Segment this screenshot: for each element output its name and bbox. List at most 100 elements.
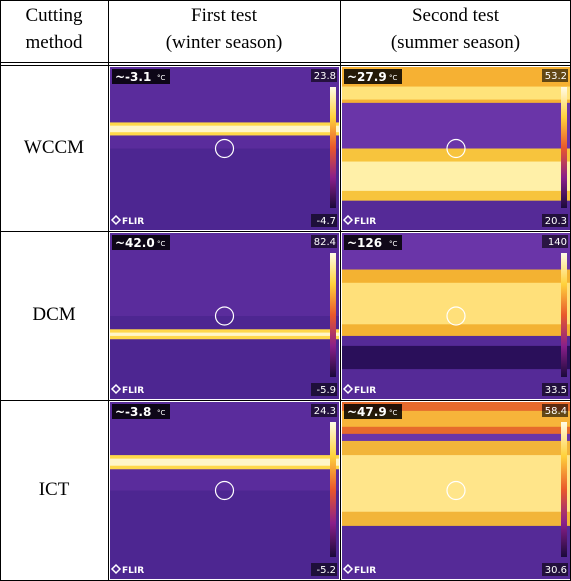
min-box	[542, 563, 568, 576]
min-value: 30.6	[545, 565, 567, 576]
crosshair	[214, 480, 235, 501]
shade	[110, 490, 339, 579]
thermal-image: ~42.0 °C 82.4 -5.9 FLIR	[110, 233, 339, 399]
logo: FLIR	[354, 566, 376, 576]
crosshair	[446, 306, 466, 326]
spot-value: ~42.0	[115, 236, 155, 250]
header-cell: First test (winter season)	[108, 2, 340, 56]
logo: FLIR	[122, 566, 144, 576]
rule	[0, 62, 571, 63]
crosshair	[446, 480, 466, 501]
logo: FLIR	[122, 217, 144, 227]
method-label: WCCM	[23, 136, 85, 158]
logo: FLIR	[354, 386, 376, 396]
colorbar	[561, 422, 567, 557]
method-label: ICT	[38, 478, 70, 500]
rule	[0, 0, 1, 581]
colorbar	[330, 422, 336, 557]
header-line: First test	[191, 5, 257, 26]
thermal-image: ~-3.8 °C 24.3 -5.2 FLIR	[110, 402, 339, 579]
min-value: -5.2	[316, 565, 336, 576]
spot-value: ~-3.1	[115, 70, 151, 84]
min-value: -4.7	[316, 216, 336, 227]
max-box	[542, 235, 568, 248]
spot-value: ~27.9	[347, 70, 387, 84]
spot-value: ~47.9	[347, 405, 387, 419]
spot-value: ~-3.8	[115, 405, 151, 419]
thermal-image: ~-3.1 °C 23.8 -4.7 FLIR	[110, 67, 339, 230]
logo-icon	[342, 214, 354, 226]
max-box	[311, 69, 337, 82]
crosshair	[446, 138, 466, 159]
thermal-image: ~27.9 °C 53.2 20.3 FLIR	[342, 67, 570, 230]
colorbar	[561, 87, 567, 208]
spot-unit: °C	[389, 74, 398, 82]
min-box	[542, 214, 568, 227]
rule	[340, 0, 341, 581]
hot-band	[110, 332, 339, 336]
spot-unit: °C	[389, 240, 398, 248]
spot-box	[112, 69, 170, 84]
logo-icon	[110, 563, 122, 575]
spot-box	[344, 404, 402, 419]
shade	[110, 316, 339, 399]
colorbar	[330, 87, 336, 208]
spot-box	[112, 235, 170, 250]
thermal-image: ~126 °C 140 33.5 FLIR	[342, 233, 570, 399]
spot-box	[344, 235, 402, 250]
method-label: DCM	[32, 304, 76, 325]
max-box	[311, 404, 337, 417]
header-line: Cutting	[25, 5, 83, 26]
hot-band	[342, 455, 570, 512]
crosshair	[214, 306, 235, 326]
header-cell: Second test (summer season)	[340, 2, 571, 56]
hot-band	[342, 86, 570, 100]
max-value: 82.4	[314, 237, 336, 248]
max-value: 140	[548, 237, 567, 248]
spot-unit: °C	[157, 74, 166, 82]
spot-unit: °C	[157, 240, 166, 248]
crosshair	[214, 138, 235, 159]
max-value: 23.8	[314, 71, 336, 82]
min-box	[311, 383, 337, 396]
min-box	[311, 214, 337, 227]
min-value: 33.5	[545, 385, 567, 396]
hot-band	[110, 458, 339, 466]
min-value: 20.3	[545, 216, 567, 227]
logo: FLIR	[354, 217, 376, 227]
logo-icon	[110, 214, 122, 226]
max-box	[311, 235, 337, 248]
hot-band	[342, 161, 570, 191]
thermal-image: ~47.9 °C 58.4 30.6 FLIR	[342, 402, 570, 579]
spot-box	[112, 404, 170, 419]
rule	[108, 0, 109, 581]
spot-box	[344, 69, 402, 84]
colorbar	[561, 253, 567, 377]
shade	[110, 148, 339, 230]
hot-band	[342, 345, 570, 370]
min-value: -5.9	[316, 385, 336, 396]
spot-unit: °C	[389, 409, 398, 417]
max-value: 58.4	[545, 406, 567, 417]
logo-icon	[342, 383, 354, 395]
header-line: method	[25, 32, 83, 53]
header-cell: Cutting method	[0, 2, 108, 56]
min-box	[311, 563, 337, 576]
min-box	[542, 383, 568, 396]
rule	[0, 400, 571, 401]
spot-value: ~126	[347, 236, 382, 250]
logo-icon	[110, 383, 122, 395]
logo-icon	[342, 563, 354, 575]
header-line: (summer season)	[390, 32, 521, 53]
header-line: (winter season)	[165, 32, 283, 53]
max-value: 53.2	[545, 71, 567, 82]
colorbar	[330, 253, 336, 377]
spot-unit: °C	[157, 409, 166, 417]
header-line: Second test	[411, 5, 500, 26]
max-value: 24.3	[314, 406, 336, 417]
max-box	[542, 404, 568, 417]
rule	[0, 231, 571, 232]
rule	[0, 0, 571, 1]
rule	[0, 65, 571, 66]
